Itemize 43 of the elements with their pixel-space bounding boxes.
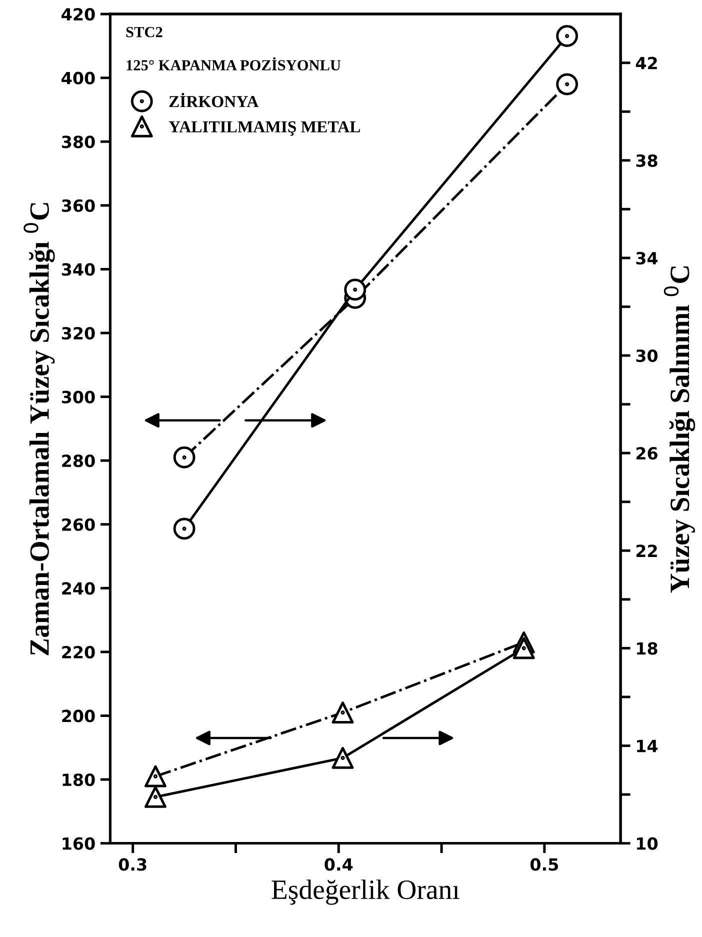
- point: [344, 278, 366, 301]
- y-tick-label: 160: [62, 837, 95, 850]
- point: [144, 765, 166, 788]
- y-tick-label: 220: [62, 646, 95, 659]
- legend-label: ZİRKONYA: [169, 92, 259, 108]
- y-tick-label: 260: [62, 518, 95, 531]
- y2-axis-title: Yüzey Sıcaklığı Salınımı $^{0}$C: [664, 266, 696, 593]
- point: [512, 637, 535, 660]
- x-tick-label: 0.3: [118, 858, 146, 871]
- annotation: STC2: [126, 26, 162, 38]
- legend-label: YALITILMAMIŞ METAL: [168, 121, 360, 136]
- point: [556, 73, 578, 96]
- y-tick-label: 420: [62, 8, 95, 21]
- y-tick-label: 240: [62, 582, 95, 595]
- y-tick-label: 400: [62, 72, 95, 84]
- point: [173, 446, 196, 468]
- y-tick-label: 340: [62, 263, 95, 276]
- y-tick-label: 200: [62, 710, 95, 722]
- y-tick-label: 300: [62, 390, 95, 404]
- point: [332, 702, 354, 724]
- y2-tick-label: 30: [636, 349, 658, 362]
- y-tick-label: 360: [62, 199, 95, 212]
- y-tick-label: 320: [62, 326, 95, 340]
- y-tick-label: 380: [62, 136, 95, 148]
- y2-tick-label: 14: [637, 740, 658, 752]
- y2-tick-label: 42: [636, 56, 657, 70]
- y2-tick-label: 18: [637, 642, 658, 655]
- y2-tick-label: 10: [637, 837, 658, 850]
- y-tick-label: 180: [62, 773, 95, 786]
- y-axis-title: Zaman-Ortalamalı Yüzey Sıcaklığı $^{0}$C: [24, 203, 55, 656]
- y2-tick-label: 34: [636, 252, 658, 265]
- point: [332, 746, 354, 769]
- y2-tick-label: 26: [636, 447, 658, 460]
- y2-tick-label: 38: [636, 154, 658, 167]
- point: [144, 786, 166, 808]
- annotation: 125° KAPANMA POZİSYONLU: [126, 57, 341, 70]
- y2-tick-label: 22: [636, 544, 657, 557]
- point: [173, 518, 196, 540]
- x-tick-label: 0.4: [324, 858, 353, 871]
- point: [556, 25, 578, 47]
- x-axis-title: Eşdeğerlik Oranı: [272, 880, 460, 905]
- y-tick-label: 280: [62, 454, 95, 468]
- x-tick-label: 0.5: [530, 858, 558, 871]
